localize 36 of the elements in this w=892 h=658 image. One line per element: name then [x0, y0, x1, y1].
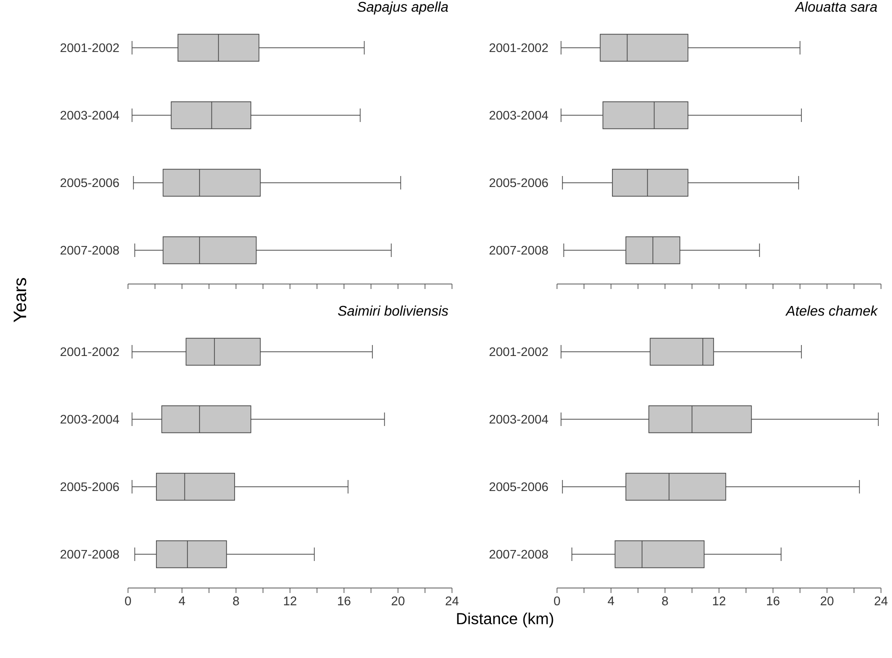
y-tick-label: 2005-2006 — [490, 482, 548, 492]
y-axis-title: Years — [14, 278, 26, 322]
x-tick-label: 12 — [713, 596, 726, 606]
chart-title: Saimiri boliviensis — [338, 306, 448, 316]
x-tick-label: 20 — [392, 596, 404, 606]
x-tick-label: 4 — [608, 596, 614, 606]
y-tick-label: 2005-2006 — [490, 178, 548, 188]
x-tick-label: 16 — [338, 596, 350, 606]
chart-title: Alouatta sara — [794, 2, 877, 12]
y-tick-label: 2001-2002 — [490, 43, 548, 52]
y-tick-label: 2007-2008 — [490, 246, 548, 255]
x-tick-label: 12 — [284, 596, 296, 606]
y-tick-label: 2001-2002 — [60, 347, 119, 356]
x-tick-label: 0 — [554, 596, 560, 606]
x-tick-label: 8 — [233, 596, 239, 606]
y-tick-label: 2003-2004 — [60, 110, 120, 120]
x-tick-label: 24 — [446, 596, 459, 606]
y-tick-label: 2001-2002 — [490, 347, 548, 356]
chart-title: Sapajus apella — [357, 2, 448, 15]
y-tick-label: 2003-2004 — [60, 414, 120, 424]
x-tick-label: 20 — [820, 596, 834, 606]
y-tick-label: 2003-2004 — [490, 414, 548, 424]
x-axis-title: Distance (km) — [457, 612, 554, 628]
x-tick-label: 8 — [662, 596, 668, 606]
y-tick-label: 2007-2008 — [60, 550, 119, 559]
y-tick-label: 2005-2006 — [60, 482, 119, 492]
y-tick-label: 2007-2008 — [490, 550, 548, 559]
chart-title: Ateles chamek — [785, 306, 878, 316]
y-tick-label: 2003-2004 — [490, 110, 548, 120]
y-tick-label: 2001-2002 — [60, 43, 119, 52]
y-tick-label: 2007-2008 — [60, 246, 119, 255]
x-tick-label: 4 — [178, 596, 186, 606]
x-tick-label: 24 — [874, 596, 888, 606]
y-tick-label: 2005-2006 — [60, 178, 119, 188]
x-tick-label: 0 — [125, 596, 131, 606]
x-tick-label: 16 — [767, 596, 780, 606]
